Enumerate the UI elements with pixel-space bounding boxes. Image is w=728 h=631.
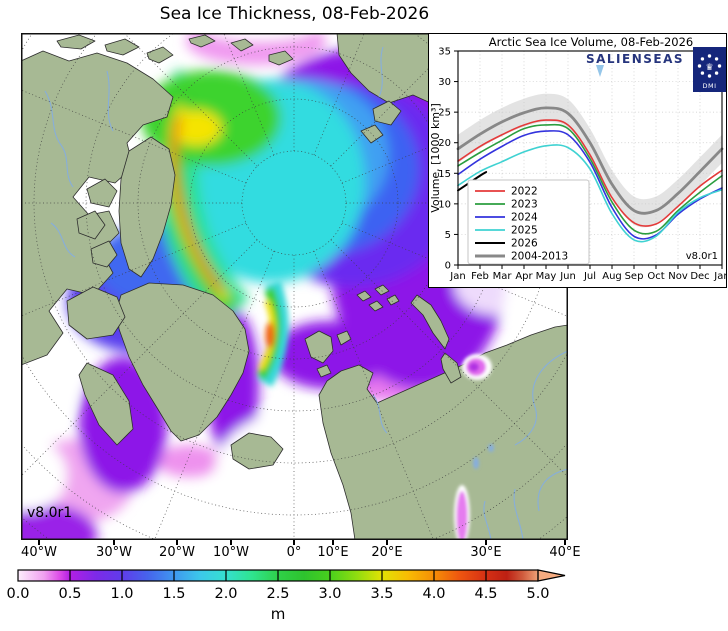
dmi-label: DMI — [702, 82, 716, 90]
legend-label: 2026 — [511, 238, 538, 250]
lon-tick — [485, 540, 487, 545]
inset-xtick: Sep — [625, 271, 644, 282]
inset-version-label: v8.0r1 — [686, 251, 718, 262]
inset-xtick: Apr — [515, 271, 533, 282]
series-2023 — [457, 123, 723, 235]
inset-xtick: Jun — [559, 271, 576, 282]
lon-tick — [386, 540, 388, 545]
colorbar-tick-label: 0.0 — [6, 586, 29, 602]
colorbar-tick-label: 4.0 — [422, 586, 445, 602]
colorbar-tick-label: 2.5 — [266, 586, 289, 602]
lon-label: 20°W — [159, 545, 195, 560]
volume-chart: Arctic Sea Ice Volume, 08-Feb-2026 Volume… — [428, 33, 727, 288]
series-2004-2013 — [456, 106, 724, 215]
inset-ytick: 30 — [438, 77, 451, 88]
colorbar-tick-label: 1.0 — [110, 586, 133, 602]
inset-xtick: Nov — [668, 271, 688, 282]
lon-label: 0° — [286, 545, 302, 560]
colorbar-tick-label: 3.5 — [370, 586, 393, 602]
inset-xtick: Jul — [583, 271, 596, 282]
inset-ytick: 15 — [438, 169, 451, 180]
map-title: Sea Ice Thickness, 08-Feb-2026 — [159, 4, 430, 24]
inset-ytick: 5 — [445, 230, 451, 241]
inset-xtick: Mar — [493, 271, 513, 282]
lon-tick — [293, 540, 295, 545]
colorbar-unit: m — [271, 605, 286, 623]
legend-label: 2025 — [511, 225, 538, 237]
landmasses — [21, 33, 568, 540]
colorbar-overflow-arrow — [537, 569, 566, 582]
map-version-label: v8.0r1 — [27, 505, 73, 521]
longitude-axis: 40°W 30°W 20°W 10°W 0° 10°E 20°E 30°E 40°E — [0, 539, 728, 563]
legend-label: 2024 — [511, 212, 538, 224]
colorbar-tick-label: 1.5 — [162, 586, 185, 602]
lon-label: 30°W — [96, 545, 132, 560]
lon-label: 30°E — [470, 545, 502, 560]
inset-ytick: 35 — [438, 47, 451, 58]
inset-xtick: Feb — [471, 271, 489, 282]
colorbar-tick-label: 0.5 — [58, 586, 81, 602]
colorbar-tick-label: 5.0 — [526, 586, 549, 602]
volume-inset-panel: Arctic Sea Ice Volume, 08-Feb-2026 Volume… — [428, 33, 727, 288]
lon-tick — [230, 540, 232, 545]
legend-label: 2023 — [511, 199, 538, 211]
inset-xtick: May — [536, 271, 557, 282]
crown-icon: ♛ — [705, 63, 713, 73]
lon-tick — [113, 540, 115, 545]
inset-xtick: Jan — [449, 271, 465, 282]
salienseas-sail-icon — [596, 65, 604, 77]
lon-tick — [38, 540, 40, 545]
colorbar-canvas: 0.0 0.5 1.0 1.5 2.0 2.5 3.0 3.5 4.0 4.5 5.0 m — [6, 569, 566, 623]
inset-xtick: Dec — [690, 271, 709, 282]
inset-xtick: Aug — [602, 271, 622, 282]
colorbar-tick-label: 2.0 — [214, 586, 237, 602]
lon-label: 10°E — [317, 545, 349, 560]
legend-label: 2004-2013 — [511, 251, 568, 263]
lon-label: 40°E — [549, 545, 581, 560]
legend-label: 2022 — [511, 186, 538, 198]
series-2024 — [457, 130, 723, 240]
lon-label: 20°E — [371, 545, 403, 560]
east-greenland-ice-tail — [256, 280, 289, 387]
inset-ylabel: Volume, [1000 km³] — [429, 103, 442, 212]
rivers — [44, 46, 568, 540]
inset-ytick: 10 — [438, 199, 451, 210]
marginal-seas-ice — [454, 354, 494, 540]
colorbar-tick-label: 4.5 — [474, 586, 497, 602]
lon-tick — [564, 540, 566, 545]
series-2025 — [457, 144, 723, 243]
inset-title: Arctic Sea Ice Volume, 08-Feb-2026 — [489, 35, 694, 49]
lon-tick — [332, 540, 334, 545]
inset-ytick: 20 — [438, 138, 451, 149]
inset-xtick: Jan — [713, 271, 727, 282]
dmi-logo: ♛ DMI — [693, 47, 726, 92]
thickness-colorbar: 0.0 0.5 1.0 1.5 2.0 2.5 3.0 3.5 4.0 4.5 5.0 m — [0, 566, 660, 630]
inset-ytick: 0 — [445, 261, 451, 272]
series-2022 — [457, 119, 723, 227]
lon-label: 40°W — [21, 545, 57, 560]
salienseas-logo: SALIENSEAS — [586, 52, 684, 66]
lon-tick — [176, 540, 178, 545]
lon-label: 10°W — [213, 545, 249, 560]
series-2026 — [457, 171, 488, 192]
inset-ytick: 25 — [438, 108, 451, 119]
colorbar-tick-label: 3.0 — [318, 586, 341, 602]
inset-xtick: Oct — [647, 271, 664, 282]
